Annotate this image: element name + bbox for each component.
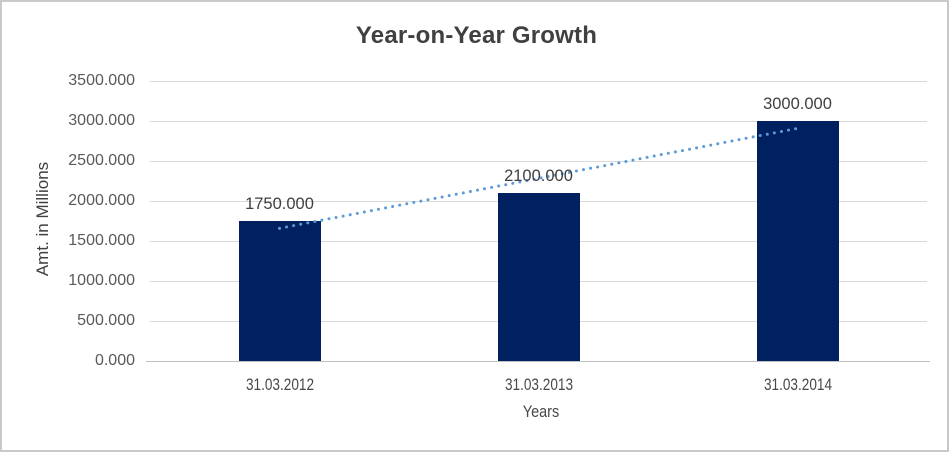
chart-title: Year-on-Year Growth bbox=[355, 22, 598, 49]
bar bbox=[238, 221, 321, 361]
bar-data-label: 3000.000 bbox=[763, 95, 832, 113]
y-tick-label: 3000.000 bbox=[68, 112, 135, 129]
plot-area bbox=[146, 81, 930, 362]
y-tick-label: 500.000 bbox=[77, 312, 135, 329]
y-tick-label: 1500.000 bbox=[68, 232, 135, 249]
x-category-label: 31.03.2012 bbox=[245, 375, 314, 394]
y-tick-label: 0.000 bbox=[94, 352, 135, 369]
bar bbox=[497, 193, 580, 361]
bar-data-label: 1750.000 bbox=[245, 195, 314, 213]
gridline bbox=[150, 81, 927, 82]
gridline bbox=[150, 121, 927, 122]
bar-data-label: 2100.000 bbox=[504, 167, 573, 185]
bar bbox=[756, 121, 839, 361]
x-category-label: 31.03.2014 bbox=[763, 375, 832, 394]
y-tick-label: 2500.000 bbox=[68, 152, 135, 169]
gridline bbox=[150, 161, 927, 162]
y-tick-label: 2000.000 bbox=[68, 192, 135, 209]
y-tick-label: 3500.000 bbox=[68, 72, 135, 89]
x-category-label: 31.03.2013 bbox=[504, 375, 573, 394]
x-axis-line bbox=[146, 361, 930, 362]
y-tick-label: 1000.000 bbox=[68, 272, 135, 289]
trendline-path bbox=[278, 126, 799, 230]
x-axis-title: Years bbox=[522, 402, 560, 421]
trendline bbox=[278, 126, 799, 230]
y-axis-title-text: Amt. in Millions bbox=[33, 161, 52, 277]
